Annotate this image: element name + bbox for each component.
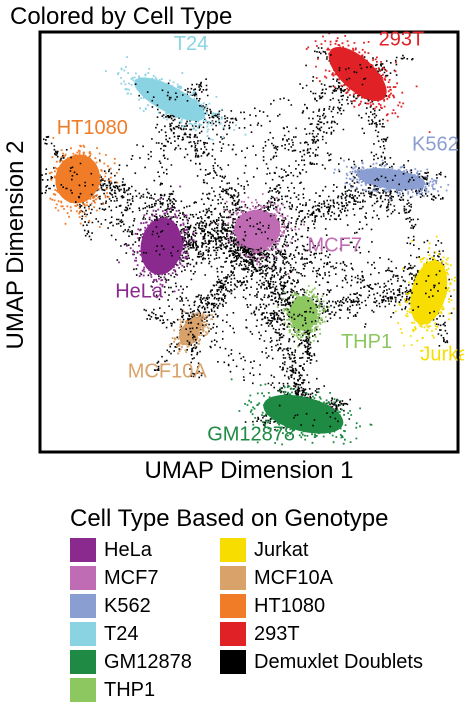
- cluster-hela: [118, 185, 195, 299]
- legend-label-gm12878: GM12878: [104, 651, 192, 673]
- legend-label-mcf7: MCF7: [104, 567, 159, 589]
- chart-title: Colored by Cell Type: [10, 3, 233, 30]
- legend-item-k562: K562: [70, 593, 151, 619]
- legend-label-mcf10a: MCF10A: [254, 567, 333, 589]
- legend-item-mcf7: MCF7: [70, 565, 158, 591]
- cluster-points-gm12878: [230, 378, 373, 446]
- cluster-mcf7: [217, 193, 305, 275]
- legend-swatch-hela: [70, 538, 96, 562]
- x-axis-label: UMAP Dimension 1: [144, 457, 354, 484]
- legend-item-demuxlet-doublets: Demuxlet Doublets: [220, 649, 423, 675]
- legend-swatch-mcf7: [70, 566, 96, 590]
- cluster-label-ht1080: HT1080: [57, 117, 128, 139]
- legend-swatch-demuxlet-doublets: [220, 650, 246, 674]
- cluster-label-k562: K562: [412, 134, 459, 156]
- legend-label-ht1080: HT1080: [254, 595, 326, 617]
- cluster-points-mcf7: [217, 193, 305, 275]
- cluster-doublet-speckles-k562: [350, 169, 426, 192]
- cluster-doublet-speckles-mcf7: [238, 210, 273, 250]
- legend-item-hela: HeLa: [70, 537, 152, 563]
- cluster-points-t24: [104, 56, 247, 141]
- legend-swatch-ht1080: [220, 594, 246, 618]
- cluster-thp1: [276, 285, 330, 348]
- legend-label-k562: K562: [104, 595, 151, 617]
- cluster-ht1080: [48, 137, 119, 228]
- legend-title: Cell Type Based on Genotype: [70, 505, 389, 532]
- legend-swatch-jurkat: [220, 538, 246, 562]
- cluster-points-hela: [118, 185, 195, 299]
- legend-swatch-t24: [70, 622, 96, 646]
- legend-swatch-293t: [220, 622, 246, 646]
- cluster-label-mcf7: MCF7: [308, 234, 362, 256]
- cluster-k562: [333, 159, 450, 201]
- legend-label-t24: T24: [104, 623, 139, 645]
- cluster-293t: [299, 32, 431, 133]
- legend-label-demuxlet-doublets: Demuxlet Doublets: [254, 651, 423, 673]
- legend-item-jurkat: Jurkat: [220, 537, 308, 563]
- cluster-mcf10a: [168, 310, 214, 355]
- cluster-doublet-speckles-thp1: [288, 300, 318, 332]
- cluster-points-thp1: [276, 285, 330, 348]
- legend-item-thp1: THP1: [70, 677, 155, 703]
- cluster-gm12878: [230, 378, 373, 446]
- legend-item-mcf10a: MCF10A: [220, 565, 333, 591]
- cluster-label-jurkat: Jurkat: [420, 344, 464, 366]
- cluster-doublet-speckles-mcf10a: [185, 314, 204, 352]
- cluster-points-293t: [305, 32, 431, 133]
- cluster-label-hela: HeLa: [115, 281, 164, 303]
- legend-label-hela: HeLa: [104, 539, 152, 561]
- cluster-points-k562: [333, 159, 450, 201]
- legend-swatch-thp1: [70, 678, 96, 702]
- cluster-points-ht1080: [48, 137, 119, 228]
- cluster-jurkat: [394, 235, 456, 352]
- cluster-label-t24: T24: [174, 33, 208, 55]
- legend-item-ht1080: HT1080: [220, 593, 325, 619]
- legend-item-t24: T24: [70, 621, 138, 647]
- cluster-label-thp1: THP1: [341, 331, 392, 353]
- cluster-label-gm12878: GM12878: [207, 423, 295, 445]
- plot-frame: [38, 30, 460, 454]
- y-axis-label: UMAP Dimension 2: [2, 140, 29, 350]
- cluster-points-mcf10a: [168, 310, 214, 355]
- legend-swatch-mcf10a: [220, 566, 246, 590]
- cluster-t24: [104, 56, 247, 141]
- umap-scatter-plot: HeLa MCF7 K562 T24 GM12878 THP1 Jurkat MCF10A HT…: [38, 29, 464, 454]
- legend-swatch-k562: [70, 594, 96, 618]
- legend-item-293t: 293T: [220, 621, 300, 647]
- legend-label-thp1: THP1: [104, 679, 156, 701]
- legend-label-293t: 293T: [254, 623, 300, 645]
- cluster-label-mcf10a: MCF10A: [128, 360, 208, 382]
- cluster-points-jurkat: [394, 235, 456, 352]
- legend-swatch-gm12878: [70, 650, 96, 674]
- cluster-label-293t: 293T: [379, 29, 425, 51]
- legend-item-gm12878: GM12878: [70, 649, 192, 675]
- legend-label-jurkat: Jurkat: [254, 539, 309, 561]
